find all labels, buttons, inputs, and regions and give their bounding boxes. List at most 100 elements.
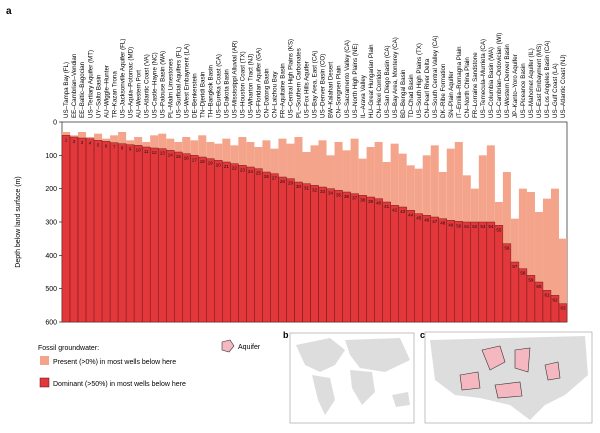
bar-number: 18 <box>200 159 206 164</box>
bar-number: 38 <box>360 197 366 202</box>
bar <box>422 215 431 323</box>
map-c <box>424 331 593 424</box>
bar <box>542 198 551 322</box>
x-tick-label: JP–Kanto–Yoro Aquifer <box>512 54 519 118</box>
x-tick-label: TH–Bangkok Basin <box>207 64 214 118</box>
bar <box>262 171 271 323</box>
bar-number: 10 <box>136 147 142 152</box>
x-tick-label: US–Dakota Basin <box>224 69 231 118</box>
x-tick-label: PL–Malm Limestones <box>167 59 174 119</box>
bar <box>190 155 199 323</box>
bar-number: 41 <box>384 204 390 209</box>
x-tick-label: US–Fox Hills Aquifer <box>304 61 311 118</box>
bar <box>125 144 135 323</box>
bar <box>310 185 319 323</box>
bar-number: 44 <box>408 212 414 217</box>
bar-number: 29 <box>288 181 294 186</box>
legend-swatch <box>40 356 49 365</box>
bar-number: 16 <box>184 156 190 161</box>
bar-number: 45 <box>416 216 422 221</box>
bar-number: 31 <box>304 186 310 191</box>
bar <box>254 168 263 323</box>
x-tick-label: US–Palouse Basin (WA) <box>159 51 166 118</box>
bar <box>494 225 504 323</box>
bar-number: 5 <box>97 142 100 147</box>
x-tick-label: US–North High Plains (NE) <box>352 43 359 118</box>
panel-label: b <box>283 330 289 340</box>
bar <box>230 163 239 323</box>
bar <box>206 158 215 323</box>
bar <box>350 193 359 323</box>
bar-number: 42 <box>392 207 398 212</box>
panel-label: c <box>420 330 425 340</box>
bar <box>430 216 439 323</box>
bar <box>502 243 512 323</box>
bar-number: 61 <box>544 292 550 297</box>
bar-number: 8 <box>121 146 124 151</box>
x-tick-label: CN–Pearl River Delta <box>424 58 431 118</box>
bar-number: 11 <box>144 149 149 154</box>
x-tick-label: AU–Western Port <box>135 70 142 118</box>
legend-label: Aquifer <box>238 344 261 351</box>
bar-number: 24 <box>248 169 254 174</box>
bar <box>486 221 496 323</box>
bar <box>478 221 488 323</box>
y-tick-label: 400 <box>45 253 57 260</box>
bar <box>69 136 79 323</box>
bar-number: 62 <box>552 297 558 302</box>
bar-number: 30 <box>296 184 302 189</box>
x-tick-label: US–Piceance Basin <box>520 63 527 118</box>
x-tick-label: DE–Benkerstein <box>191 73 198 118</box>
bar <box>302 183 311 323</box>
y-tick-label: 100 <box>45 153 57 160</box>
x-tick-label: PL–Southern Carbonates <box>296 48 303 118</box>
bar <box>93 140 103 323</box>
x-tick-label: US–Tampa Bay (FL) <box>63 62 70 118</box>
bar <box>157 148 167 323</box>
x-tick-label: FR–Aquitaine Basin <box>280 63 287 118</box>
bar <box>117 143 127 323</box>
x-tick-label: US–Floridan Aquifer (GA) <box>256 48 263 118</box>
bar <box>454 221 463 323</box>
bar-number: 57 <box>512 264 518 269</box>
x-tick-label: DK–Ribe Formation <box>440 63 447 118</box>
bar-number: 52 <box>472 224 478 229</box>
bar <box>141 146 151 323</box>
bar-number: 33 <box>320 189 326 194</box>
x-tick-label: US–San Diego Basin (CA) <box>384 45 391 118</box>
bar-number: 55 <box>496 227 502 232</box>
bar-number: 19 <box>208 161 214 166</box>
x-tick-label: UY–Salto Basin <box>95 74 102 118</box>
bar-number: 32 <box>312 187 318 192</box>
bar-number: 9 <box>129 147 132 152</box>
x-tick-label: US–Denver Basin (CO) <box>320 54 327 118</box>
bar <box>470 221 480 323</box>
x-tick-label: US–Central High Plains (KS) <box>288 39 295 118</box>
bar-number: 7 <box>113 145 116 150</box>
bar <box>182 153 191 323</box>
x-tick-label: US–Western Denver Basin <box>504 44 511 118</box>
x-tick-label: CN–North China Plain <box>464 57 471 118</box>
x-tick-label: EE–Cambrian–Vendian <box>71 53 78 118</box>
bar-number: 60 <box>536 284 542 289</box>
map-b <box>289 332 415 424</box>
bar-number: 25 <box>256 171 262 176</box>
bar-number: 50 <box>456 223 462 228</box>
x-tick-label: US–Jacksonville Aquifer (FL) <box>119 39 126 118</box>
bar <box>366 196 375 323</box>
bar <box>382 201 391 323</box>
x-tick-label: US–East Embayment (MS) <box>536 44 543 118</box>
bar <box>61 135 71 323</box>
bar-number: 51 <box>464 224 470 229</box>
bar <box>278 176 287 323</box>
bar-number: 54 <box>488 224 494 229</box>
x-tick-label: TD–Chad Basin <box>408 74 415 118</box>
bar-number: 53 <box>480 224 486 229</box>
x-tick-label: IT–Emilia–Romagna Plain <box>456 46 463 118</box>
bar-number: 36 <box>344 194 350 199</box>
x-tick-label: US–Gulf Coast (LA) <box>552 63 559 118</box>
y-tick-label: 600 <box>45 320 57 327</box>
bar <box>101 141 111 323</box>
x-tick-label: CN–Hexi Corridor <box>376 69 383 118</box>
bar <box>246 166 255 323</box>
